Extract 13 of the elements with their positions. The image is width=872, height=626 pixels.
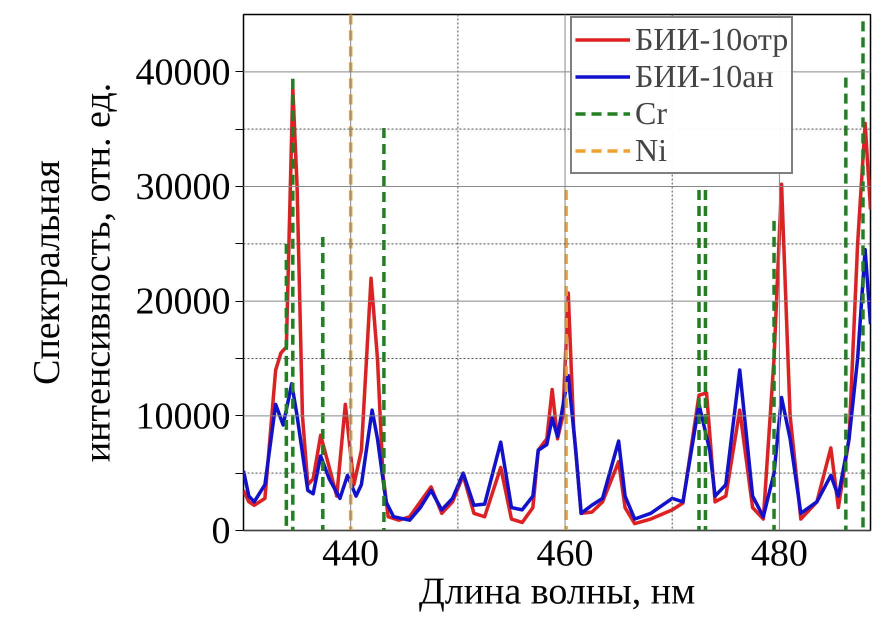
legend-label: БИИ-10ан <box>635 58 774 95</box>
y-tick-label: 10000 <box>136 395 230 438</box>
y-axis-title: Спектральная интенсивность, отн. ед. <box>26 82 118 462</box>
legend-label: Cr <box>635 95 667 132</box>
legend-label: БИИ-10отр <box>635 21 788 58</box>
x-tick-label: 480 <box>750 532 808 574</box>
line-series <box>244 248 870 522</box>
y-tick-label: 40000 <box>136 51 230 94</box>
legend-label: Ni <box>635 132 667 169</box>
y-tick-label: 20000 <box>136 280 230 323</box>
y-tick-label: 0 <box>212 510 230 552</box>
y-tick-label: 30000 <box>136 166 230 208</box>
x-tick-label: 440 <box>322 532 380 574</box>
